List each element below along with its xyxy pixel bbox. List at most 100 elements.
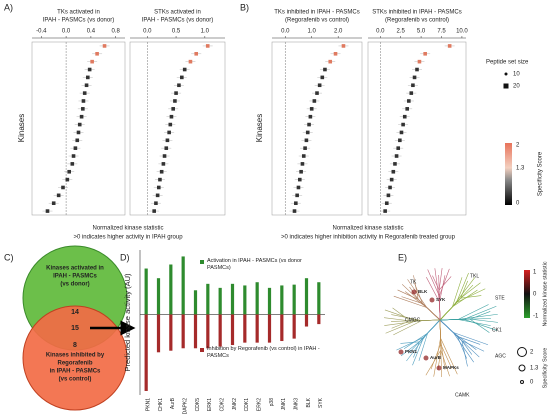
legend-entry: Activation in IPAH - PASMCs (vs donor PA… <box>207 258 302 271</box>
x-tick-label: DAPK2 <box>182 398 188 415</box>
dot <box>77 122 82 127</box>
x-tick-label: 10.0 <box>456 29 468 35</box>
bar <box>317 314 321 325</box>
dot <box>320 75 325 80</box>
bar <box>280 285 284 315</box>
bar <box>292 284 296 315</box>
dot <box>402 114 407 119</box>
x-tick-label: SYK <box>318 397 324 408</box>
dot <box>162 154 167 158</box>
group-label: STE <box>495 295 505 301</box>
legend-label: 0 <box>530 380 534 386</box>
tree-branch <box>413 275 441 321</box>
kinase-node <box>411 289 417 295</box>
bar <box>243 314 247 343</box>
dot <box>165 138 170 143</box>
bar <box>230 283 235 315</box>
legend-label: Activation in IPAH - PASMCs (vs donor PA… <box>207 258 302 271</box>
dot <box>296 185 301 190</box>
tree-branch <box>439 318 490 333</box>
x-tick-label: PKN1 <box>145 398 151 411</box>
bar <box>304 314 309 327</box>
x-tick-label: JNK3 <box>293 398 299 410</box>
score-key <box>520 380 524 384</box>
tree-branch <box>439 319 481 345</box>
tree-branch <box>439 295 482 321</box>
bar <box>267 314 272 343</box>
dot <box>312 99 317 103</box>
venn-label: in IPAH - PASMCs <box>50 369 101 375</box>
dot <box>297 177 302 182</box>
group-label: TKL <box>470 273 479 279</box>
axis-footer: >0 indicates higher activity in IPAH gro… <box>73 235 183 241</box>
dot <box>299 169 303 174</box>
dot <box>393 162 397 166</box>
x-tick-label: p38 <box>269 398 275 407</box>
dot <box>177 83 181 88</box>
x-tick-label: 7.5 <box>437 29 446 35</box>
dot <box>76 130 81 135</box>
bar <box>280 314 284 342</box>
dot <box>167 130 171 135</box>
dot <box>155 193 160 198</box>
dot <box>309 107 314 111</box>
dot <box>301 154 306 158</box>
x-tick-label: 0.0 <box>281 29 290 35</box>
legend-entry: Inhibition by Regorafenib (vs control) i… <box>207 346 320 359</box>
colorbar-tick: 0 <box>516 201 520 207</box>
panel-label: A) <box>4 2 13 12</box>
tree-branch <box>439 319 474 363</box>
legend-label: 2 <box>530 350 534 356</box>
dot <box>180 75 184 80</box>
dot <box>171 107 175 111</box>
dot <box>45 209 50 213</box>
legend-title: Specificity Score <box>538 151 544 196</box>
tree-branch <box>439 319 477 351</box>
dot <box>308 114 313 119</box>
tree-branch <box>403 319 441 349</box>
group-label: CAMK <box>455 392 470 398</box>
x-tick-label: 0.5 <box>172 29 181 35</box>
dot <box>391 169 396 174</box>
dot <box>333 51 338 56</box>
y-axis-label: Predicted kinase activity (AU) <box>123 273 132 371</box>
dot <box>82 91 87 95</box>
kinase-node <box>423 355 429 361</box>
node-label: PKN1 <box>405 349 418 354</box>
dot <box>399 130 404 135</box>
group-label: CMGC <box>405 317 421 323</box>
dot <box>417 59 422 64</box>
venn-circle <box>22 305 128 411</box>
dot <box>396 146 401 150</box>
dot <box>95 51 99 56</box>
bar <box>193 290 198 315</box>
dot <box>152 209 156 213</box>
tree-branch <box>438 276 452 321</box>
node-label: MAPKs <box>443 365 459 370</box>
dot <box>384 201 389 206</box>
dot <box>307 122 311 127</box>
x-tick-label: 5.0 <box>417 29 426 35</box>
dot <box>305 130 310 135</box>
dot <box>65 177 70 182</box>
x-tick-label: CDK2 <box>219 398 225 412</box>
bar <box>292 314 296 339</box>
node-label: AurB <box>430 355 442 360</box>
chart-title: IPAH - PASMCs (vs donor) <box>43 18 114 24</box>
x-tick-label: CDK1 <box>244 398 250 412</box>
dot <box>423 51 427 56</box>
dot <box>398 138 402 143</box>
x-tick-label: BLK <box>306 397 312 407</box>
score-key <box>517 347 527 357</box>
x-tick-label: AurB <box>170 397 176 409</box>
bar <box>169 314 173 351</box>
panel-label: D) <box>120 252 130 262</box>
dot <box>154 201 158 206</box>
panel-label: E) <box>398 252 407 262</box>
dot <box>194 51 199 56</box>
x-tick-label: ERK2 <box>256 398 262 411</box>
group-label: CK1 <box>492 327 502 333</box>
dot <box>409 91 414 95</box>
axis-footer: Normalized kinase statistic <box>332 226 403 232</box>
